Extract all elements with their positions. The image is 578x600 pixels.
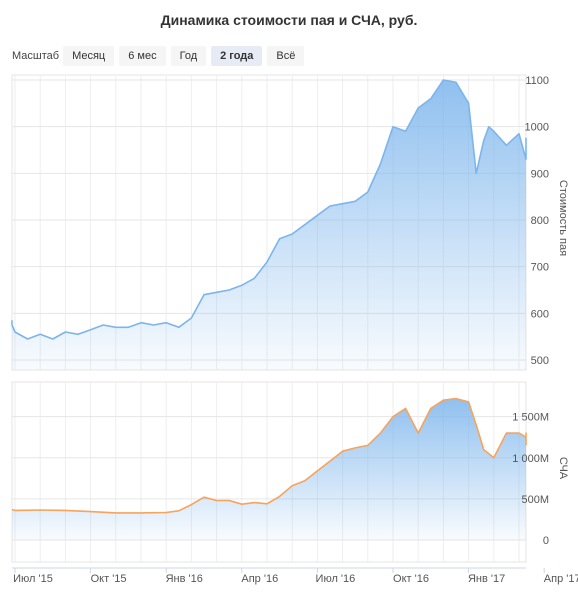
y-axis-title: Стоимость пая [557,180,569,256]
y-tick-label: 500 [531,355,549,367]
range-button-6m[interactable]: 6 мес [119,46,166,66]
y-tick-label: 700 [531,262,549,274]
upper-series-line [11,79,527,340]
x-tick-label: Июл '15 [13,573,53,585]
y-tick-label: 900 [531,168,549,180]
x-tick-label: Окт '16 [393,573,429,585]
range-button-month[interactable]: Месяц [63,46,115,66]
lower-series-line [11,397,527,514]
x-tick-label: Янв '17 [468,573,505,585]
y-tick-label: 1 000M [512,453,549,465]
x-tick-label: Апр '16 [241,573,278,585]
y-tick-label: 0 [543,535,549,547]
range-selector-label: Масштаб [12,50,60,62]
x-tick-label: Окт '15 [91,573,127,585]
x-tick-label: Янв '16 [166,573,203,585]
x-tick-label: Апр '17 [544,573,578,585]
y-tick-label: 1000 [525,122,549,134]
range-button-year[interactable]: Год [170,46,207,66]
y-tick-label: 1100 [525,75,549,87]
y-tick-label: 800 [531,215,549,227]
chart-title: Динамика стоимости пая и СЧА, руб. [160,12,418,28]
y-tick-label: 600 [531,308,549,320]
x-tick-label: Июл '16 [316,573,356,585]
range-selector: Масштаб Месяц 6 мес Год 2 года Всё [12,46,309,66]
range-button-all[interactable]: Всё [267,46,305,66]
lower-series-area [12,398,526,540]
y-tick-label: 1 500M [512,412,549,424]
range-button-2y[interactable]: 2 года [211,46,263,66]
y-tick-label: 500M [521,494,549,506]
y-axis-title: СЧА [557,457,569,480]
upper-series-area [12,80,526,370]
